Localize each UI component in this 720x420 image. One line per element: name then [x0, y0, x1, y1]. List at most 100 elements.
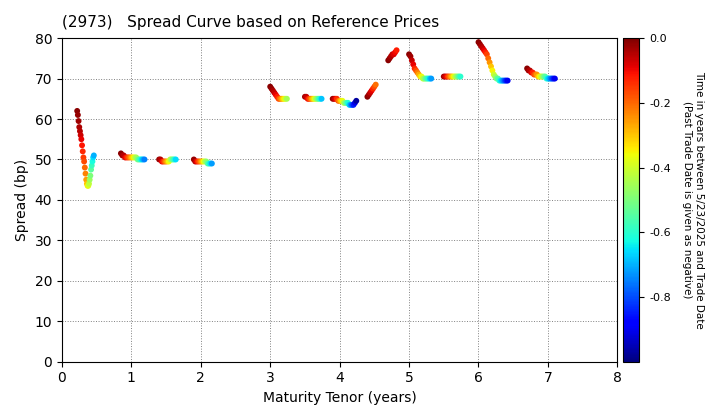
Point — [413, 71, 425, 78]
Point — [408, 61, 419, 68]
Point — [132, 156, 143, 163]
Point — [121, 154, 132, 161]
Point — [281, 95, 292, 102]
Point — [198, 158, 210, 165]
Point — [330, 95, 341, 102]
Point — [312, 95, 323, 102]
Point — [167, 156, 179, 163]
Point — [76, 136, 87, 143]
Point — [118, 152, 130, 159]
Point — [474, 41, 486, 47]
Point — [306, 95, 318, 102]
Point — [267, 87, 279, 94]
Point — [81, 180, 93, 187]
Point — [475, 43, 487, 50]
Point — [444, 73, 455, 80]
Point — [133, 156, 145, 163]
Point — [76, 142, 88, 149]
Point — [202, 160, 213, 167]
Point — [328, 95, 340, 102]
Point — [264, 83, 276, 90]
Point — [277, 95, 289, 102]
Point — [535, 73, 546, 80]
Point — [549, 75, 561, 82]
Point — [421, 75, 433, 82]
Point — [333, 97, 344, 104]
Point — [84, 176, 96, 183]
Point — [81, 176, 92, 183]
Point — [164, 156, 176, 163]
Point — [334, 97, 346, 104]
Point — [424, 75, 436, 82]
Point — [415, 73, 426, 80]
X-axis label: Maturity Tenor (years): Maturity Tenor (years) — [263, 391, 416, 405]
Point — [418, 75, 430, 82]
Point — [279, 95, 290, 102]
Point — [482, 55, 494, 62]
Point — [526, 69, 537, 76]
Point — [71, 108, 83, 114]
Point — [490, 73, 501, 80]
Point — [126, 154, 138, 161]
Point — [361, 93, 373, 100]
Point — [83, 182, 94, 189]
Point — [406, 57, 418, 64]
Point — [78, 154, 89, 161]
Point — [138, 156, 149, 163]
Point — [163, 158, 174, 165]
Point — [441, 73, 452, 80]
Point — [351, 97, 362, 104]
Point — [548, 75, 559, 82]
Point — [477, 45, 488, 52]
Point — [409, 65, 420, 72]
Point — [538, 73, 549, 80]
Point — [527, 69, 539, 76]
Point — [122, 154, 134, 161]
Point — [269, 89, 280, 96]
Point — [345, 102, 356, 108]
Point — [315, 95, 326, 102]
Y-axis label: Time in years between 5/23/2025 and Trade Date
(Past Trade Date is given as nega: Time in years between 5/23/2025 and Trad… — [682, 71, 703, 329]
Point — [136, 156, 148, 163]
Point — [426, 75, 437, 82]
Point — [191, 158, 202, 165]
Point — [531, 71, 543, 78]
Point — [539, 73, 551, 80]
Point — [203, 160, 215, 167]
Point — [195, 158, 207, 165]
Point — [536, 73, 548, 80]
Point — [135, 156, 146, 163]
Point — [367, 85, 379, 92]
Point — [80, 170, 91, 177]
Point — [158, 158, 169, 165]
Point — [488, 71, 500, 78]
Point — [127, 154, 139, 161]
Point — [166, 156, 177, 163]
Point — [349, 100, 361, 106]
Point — [387, 51, 398, 58]
Point — [129, 154, 140, 161]
Point — [521, 65, 533, 72]
Point — [204, 160, 216, 167]
Text: (2973)   Spread Curve based on Reference Prices: (2973) Spread Curve based on Reference P… — [62, 15, 439, 30]
Point — [491, 75, 503, 82]
Point — [316, 95, 328, 102]
Point — [300, 93, 312, 100]
Point — [79, 164, 91, 171]
Point — [72, 112, 84, 118]
Point — [78, 158, 90, 165]
Y-axis label: Spread (bp): Spread (bp) — [15, 159, 29, 241]
Point — [487, 67, 498, 74]
Point — [542, 75, 554, 82]
Point — [73, 124, 85, 131]
Point — [346, 102, 358, 108]
Point — [84, 180, 95, 187]
Point — [530, 71, 541, 78]
Point — [446, 73, 458, 80]
Point — [455, 73, 467, 80]
Point — [162, 158, 174, 165]
Point — [310, 95, 322, 102]
Point — [86, 162, 97, 169]
Point — [449, 73, 461, 80]
Point — [481, 51, 492, 58]
